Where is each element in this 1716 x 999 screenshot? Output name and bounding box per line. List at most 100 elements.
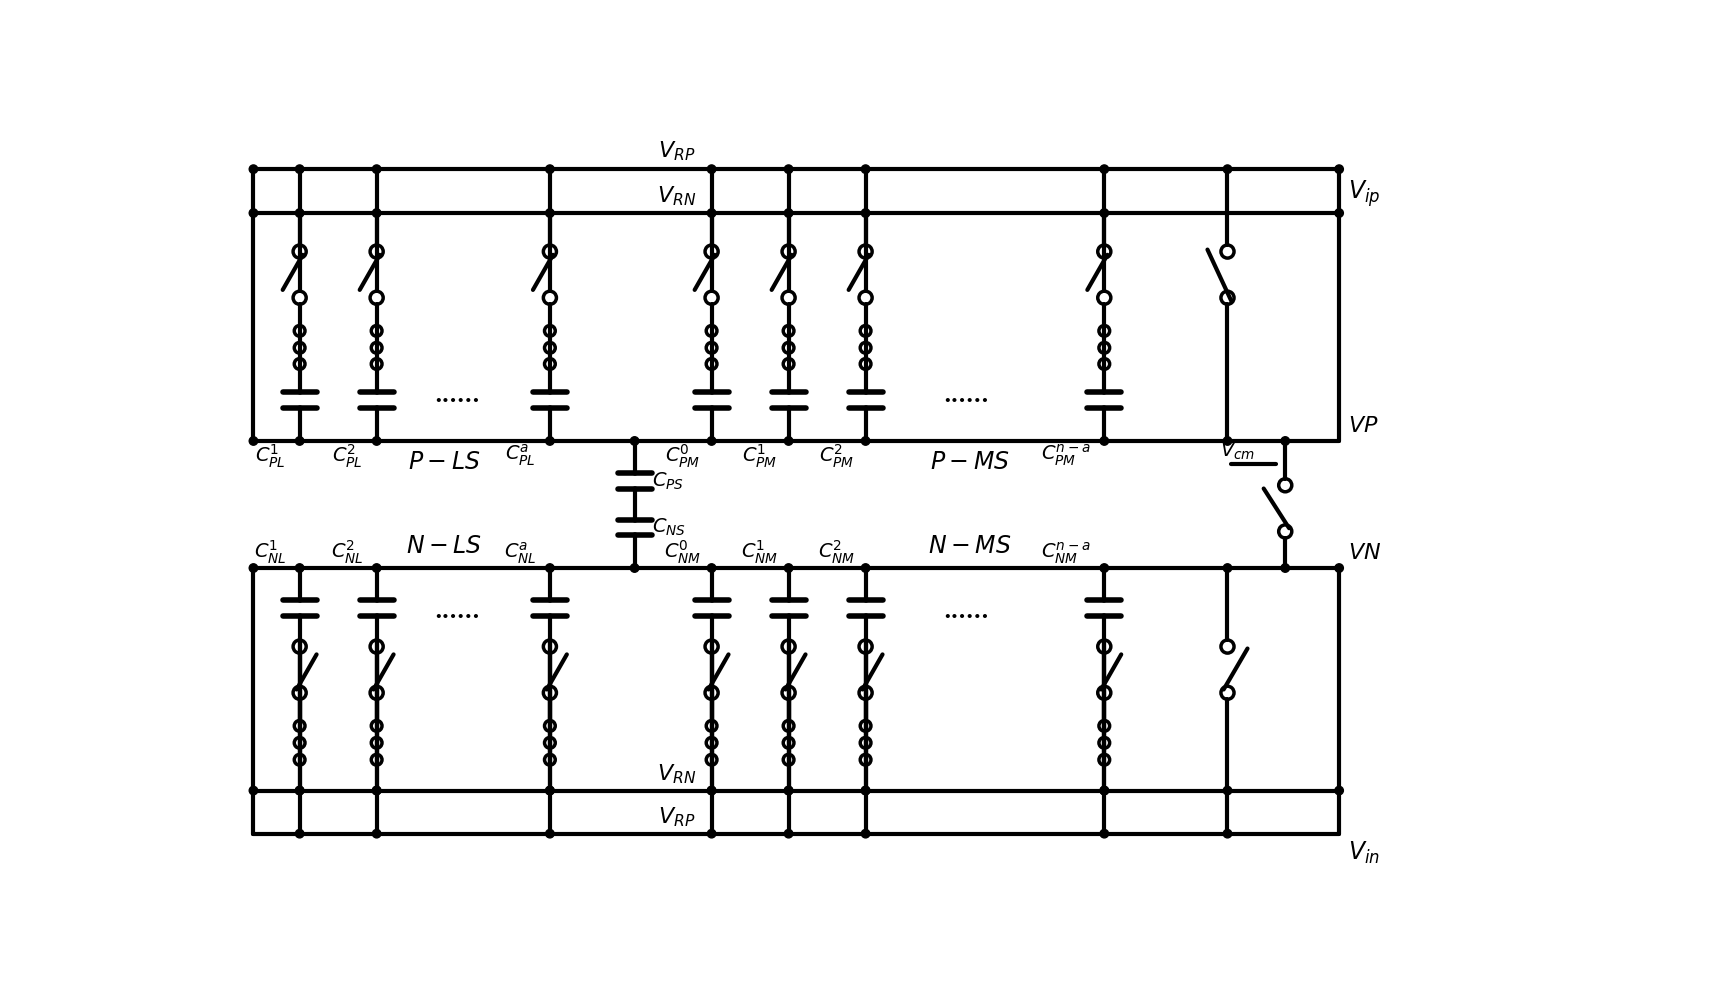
Text: $P-LS$: $P-LS$: [408, 451, 480, 474]
Circle shape: [249, 209, 257, 218]
Text: $VP$: $VP$: [1349, 416, 1380, 438]
Circle shape: [784, 786, 793, 795]
Circle shape: [630, 437, 638, 446]
Text: $V_{cm}$: $V_{cm}$: [1220, 441, 1254, 463]
Circle shape: [1224, 829, 1232, 838]
Circle shape: [546, 563, 554, 572]
Circle shape: [372, 786, 381, 795]
Circle shape: [707, 829, 716, 838]
Text: ......: ......: [942, 601, 988, 623]
Circle shape: [707, 786, 716, 795]
Text: $V_{RP}$: $V_{RP}$: [659, 140, 695, 163]
Text: $VN$: $VN$: [1349, 542, 1381, 564]
Circle shape: [546, 786, 554, 795]
Circle shape: [249, 786, 257, 795]
Circle shape: [372, 786, 381, 795]
Text: $C_{PS}$: $C_{PS}$: [652, 471, 683, 492]
Circle shape: [295, 786, 304, 795]
Circle shape: [861, 563, 870, 572]
Circle shape: [861, 165, 870, 174]
Text: $C_{PM}^{n-a}$: $C_{PM}^{n-a}$: [1042, 443, 1091, 468]
Circle shape: [295, 786, 304, 795]
Circle shape: [295, 165, 304, 174]
Circle shape: [707, 563, 716, 572]
Circle shape: [546, 437, 554, 446]
Text: $C_{NM}^{n-a}$: $C_{NM}^{n-a}$: [1042, 540, 1091, 565]
Text: $P-MS$: $P-MS$: [930, 451, 1009, 474]
Circle shape: [1282, 563, 1289, 572]
Circle shape: [1100, 165, 1109, 174]
Circle shape: [861, 209, 870, 218]
Text: $V_{ip}$: $V_{ip}$: [1349, 179, 1381, 209]
Circle shape: [861, 786, 870, 795]
Text: $C_{PM}^{0}$: $C_{PM}^{0}$: [664, 443, 700, 470]
Circle shape: [1224, 165, 1232, 174]
Circle shape: [372, 829, 381, 838]
Text: $C_{NM}^{0}$: $C_{NM}^{0}$: [664, 538, 700, 565]
Circle shape: [295, 209, 304, 218]
Circle shape: [546, 209, 554, 218]
Text: ......: ......: [942, 386, 988, 408]
Text: $C_{NL}^{2}$: $C_{NL}^{2}$: [331, 538, 364, 565]
Circle shape: [546, 786, 554, 795]
Text: ......: ......: [434, 601, 480, 623]
Text: $V_{in}$: $V_{in}$: [1349, 840, 1380, 866]
Circle shape: [546, 829, 554, 838]
Text: $V_{RN}$: $V_{RN}$: [657, 185, 697, 209]
Text: $C_{PM}^{1}$: $C_{PM}^{1}$: [741, 443, 777, 470]
Circle shape: [784, 165, 793, 174]
Circle shape: [295, 829, 304, 838]
Circle shape: [1100, 437, 1109, 446]
Circle shape: [1335, 786, 1344, 795]
Circle shape: [784, 563, 793, 572]
Circle shape: [784, 829, 793, 838]
Circle shape: [1100, 786, 1109, 795]
Circle shape: [249, 437, 257, 446]
Text: $C_{NM}^{2}$: $C_{NM}^{2}$: [819, 538, 855, 565]
Circle shape: [1100, 786, 1109, 795]
Circle shape: [707, 209, 716, 218]
Text: $C_{PM}^{2}$: $C_{PM}^{2}$: [819, 443, 855, 470]
Circle shape: [1224, 437, 1232, 446]
Circle shape: [861, 786, 870, 795]
Circle shape: [372, 437, 381, 446]
Circle shape: [707, 786, 716, 795]
Text: ......: ......: [434, 386, 480, 408]
Circle shape: [1100, 209, 1109, 218]
Circle shape: [1224, 563, 1232, 572]
Circle shape: [546, 165, 554, 174]
Circle shape: [861, 437, 870, 446]
Circle shape: [707, 165, 716, 174]
Circle shape: [784, 209, 793, 218]
Circle shape: [1100, 563, 1109, 572]
Text: $V_{RN}$: $V_{RN}$: [657, 762, 697, 786]
Circle shape: [295, 563, 304, 572]
Text: $C_{PL}^{a}$: $C_{PL}^{a}$: [505, 443, 535, 468]
Text: $C_{PL}^{2}$: $C_{PL}^{2}$: [333, 443, 362, 470]
Circle shape: [630, 563, 638, 572]
Circle shape: [295, 437, 304, 446]
Circle shape: [861, 829, 870, 838]
Text: $C_{NL}^{a}$: $C_{NL}^{a}$: [505, 540, 537, 565]
Circle shape: [249, 165, 257, 174]
Circle shape: [372, 165, 381, 174]
Circle shape: [784, 437, 793, 446]
Text: $C_{NS}$: $C_{NS}$: [652, 516, 686, 537]
Text: $C_{PL}^{1}$: $C_{PL}^{1}$: [256, 443, 285, 470]
Text: $N-LS$: $N-LS$: [407, 535, 482, 558]
Circle shape: [1224, 786, 1232, 795]
Circle shape: [372, 563, 381, 572]
Circle shape: [1335, 563, 1344, 572]
Text: $C_{NL}^{1}$: $C_{NL}^{1}$: [254, 538, 287, 565]
Circle shape: [784, 786, 793, 795]
Circle shape: [1100, 829, 1109, 838]
Circle shape: [1335, 209, 1344, 218]
Circle shape: [1282, 437, 1289, 446]
Circle shape: [1335, 165, 1344, 174]
Circle shape: [372, 209, 381, 218]
Circle shape: [707, 437, 716, 446]
Text: $V_{RP}$: $V_{RP}$: [659, 805, 695, 829]
Text: $N-MS$: $N-MS$: [928, 535, 1011, 558]
Circle shape: [249, 563, 257, 572]
Text: $C_{NM}^{1}$: $C_{NM}^{1}$: [741, 538, 777, 565]
